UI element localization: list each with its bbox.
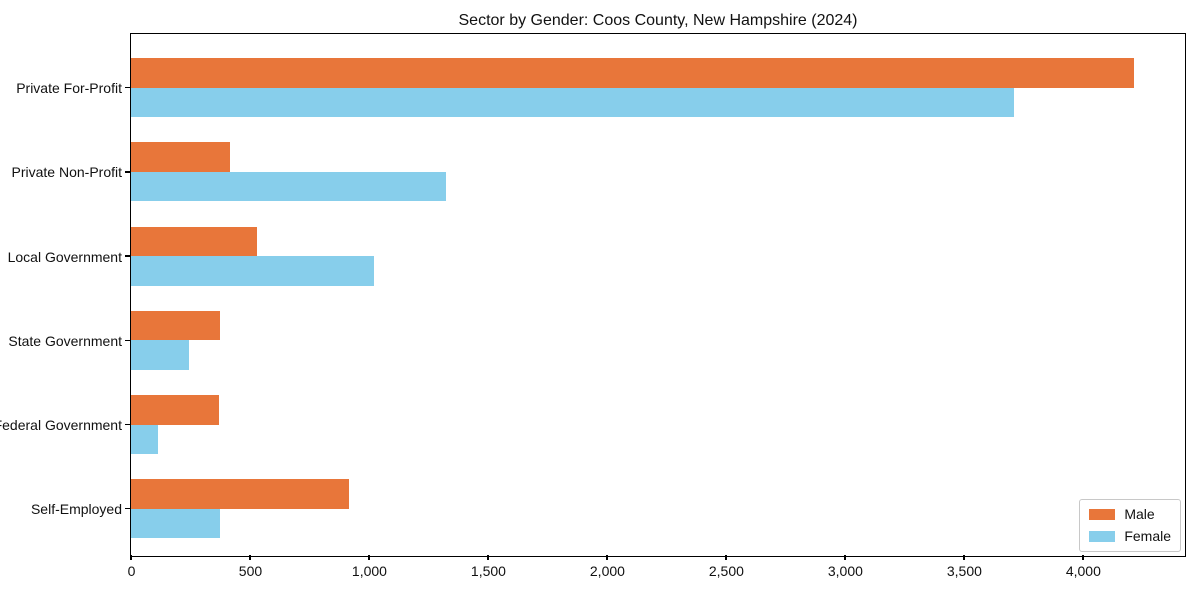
x-label-500: 500 xyxy=(238,563,263,579)
x-label-2500: 2,500 xyxy=(708,563,744,579)
bar-male-self-employed xyxy=(131,479,349,509)
x-label-3000: 3,000 xyxy=(827,563,863,579)
y-tick-local-government xyxy=(124,255,130,257)
bar-male-private-for-profit xyxy=(131,58,1135,88)
legend: Male Female xyxy=(1079,499,1181,552)
x-tick-3500 xyxy=(963,555,965,560)
x-label-1000: 1,000 xyxy=(351,563,387,579)
female-swatch-icon xyxy=(1089,531,1116,542)
x-label-2000: 2,000 xyxy=(589,563,625,579)
x-tick-0 xyxy=(130,555,132,560)
legend-label-male: Male xyxy=(1124,506,1155,522)
y-tick-self-employed xyxy=(124,507,130,510)
x-tick-2000 xyxy=(606,555,608,560)
y-label-private-for-profit: Private For-Profit xyxy=(16,80,122,97)
x-tick-1500 xyxy=(487,555,489,560)
y-tick-private-non-profit xyxy=(124,171,130,173)
y-axis-labels: Private For-Profit Private Non-Profit Loca… xyxy=(0,33,122,557)
x-tick-3000 xyxy=(844,555,846,560)
y-label-federal-government: Federal Government xyxy=(0,417,122,433)
x-tick-1000 xyxy=(368,555,370,560)
y-tick-federal-government xyxy=(124,423,130,426)
y-label-self-employed: Self-Employed xyxy=(30,501,122,518)
x-label-0: 0 xyxy=(127,563,136,579)
bar-female-self-employed xyxy=(131,508,221,539)
bar-female-local-government xyxy=(131,256,374,286)
x-tick-500 xyxy=(249,555,251,560)
bar-female-private-for-profit xyxy=(131,87,1014,118)
bar-male-state-government xyxy=(131,310,221,341)
x-label-4000: 4,000 xyxy=(1065,563,1101,579)
y-label-local-government: Local Government xyxy=(7,248,122,265)
y-label-state-government: State Government xyxy=(8,332,122,349)
legend-label-female: Female xyxy=(1124,528,1171,544)
bar-female-private-non-profit xyxy=(131,171,447,202)
bar-male-local-government xyxy=(131,226,258,257)
legend-item-male: Male xyxy=(1089,507,1171,522)
plot-area: Male Female xyxy=(124,33,1186,560)
male-swatch-icon xyxy=(1089,509,1116,520)
y-tick-state-government xyxy=(124,339,130,342)
x-tick-2500 xyxy=(725,555,727,560)
bar-male-federal-government xyxy=(131,395,220,425)
bar-female-federal-government xyxy=(131,424,159,454)
y-tick-private-for-profit xyxy=(124,86,130,89)
bar-male-private-non-profit xyxy=(131,142,230,172)
chart-title: Sector by Gender: Coos County, New Hamps… xyxy=(458,12,858,29)
x-label-1500: 1,500 xyxy=(470,563,506,579)
x-axis-labels: 0 500 1,000 1,500 2,000 2,500 3,000 3,500 4,000 xyxy=(128,562,1185,582)
bar-female-state-government xyxy=(131,340,190,370)
x-label-3500: 3,500 xyxy=(946,563,982,579)
legend-item-female: Female xyxy=(1089,529,1171,544)
x-tick-4000 xyxy=(1082,555,1084,560)
y-label-private-non-profit: Private Non-Profit xyxy=(11,164,122,181)
